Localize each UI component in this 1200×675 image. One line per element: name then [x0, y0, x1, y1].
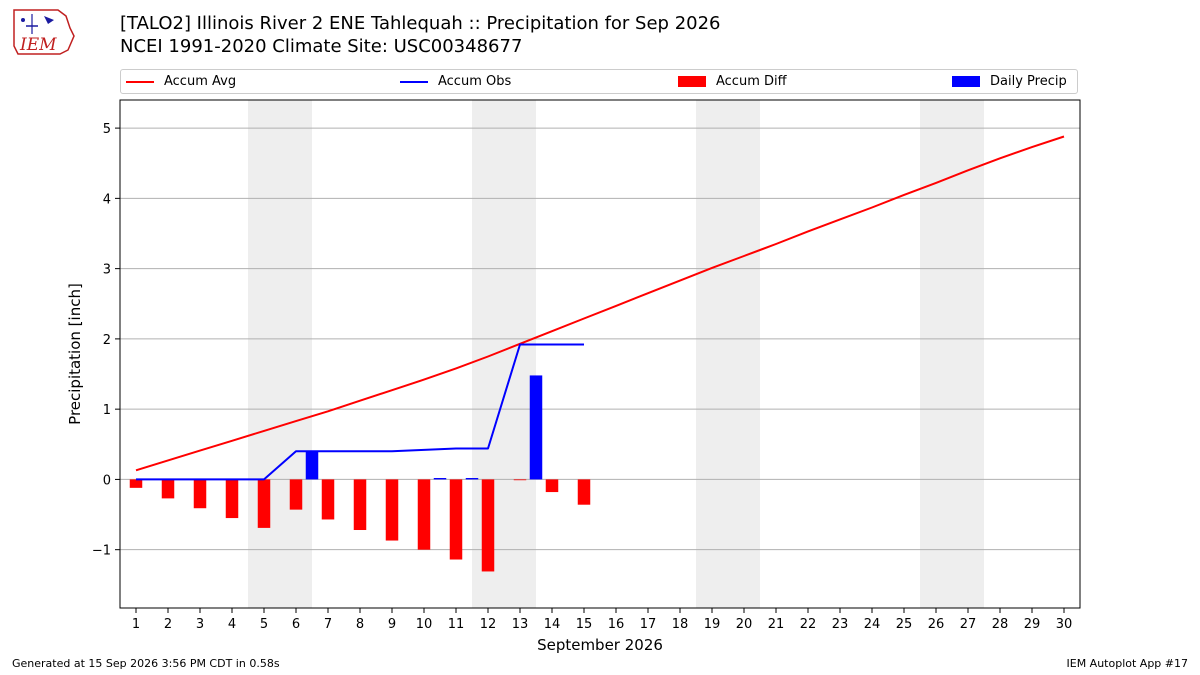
x-tick-label: 10: [416, 617, 433, 632]
accum-diff-bar: [545, 479, 559, 493]
x-tick-label: 16: [608, 617, 625, 632]
x-tick-label: 11: [448, 617, 465, 632]
x-tick-label: 21: [768, 617, 785, 632]
x-tick-label: 24: [864, 617, 881, 632]
accum-obs-line: [136, 343, 584, 481]
weekend-band-1: [248, 100, 312, 608]
accum-diff-bar: [321, 479, 335, 520]
x-tick-label: 30: [1056, 617, 1073, 632]
x-tick-label: 23: [832, 617, 849, 632]
y-tick-label: 1: [103, 403, 111, 418]
accum-diff-bar: [129, 479, 143, 488]
accum-diff-bar: [417, 479, 431, 550]
x-tick-label: 3: [196, 617, 204, 632]
accum-diff-bar: [385, 479, 399, 541]
x-tick-label: 18: [672, 617, 689, 632]
title-line-1: [TALO2] Illinois River 2 ENE Tahlequah :…: [120, 13, 721, 34]
daily-precip-bar: [529, 375, 543, 480]
legend-daily-precip: Daily Precip: [952, 73, 1067, 91]
accum-diff-bar: [193, 479, 207, 509]
legend-avg-swatch: [126, 80, 154, 83]
x-tick-label: 28: [992, 617, 1009, 632]
x-tick-label: 6: [292, 617, 300, 632]
y-tick-label: 2: [103, 333, 111, 348]
x-tick-label: 29: [1024, 617, 1041, 632]
y-tick-label: 5: [103, 122, 111, 137]
x-tick-label: 4: [228, 617, 236, 632]
x-axis-label: September 2026: [537, 636, 663, 654]
legend-daily-label: Daily Precip: [990, 74, 1067, 89]
legend-accum-avg: Accum Avg: [126, 73, 236, 91]
daily-precip-bar: [433, 478, 447, 480]
weekend-band-3: [696, 100, 760, 608]
x-tick-label: 25: [896, 617, 913, 632]
footer-app: IEM Autoplot App #17: [1066, 657, 1189, 670]
accum-diff-bar: [353, 479, 367, 531]
legend-diff-label: Accum Diff: [716, 74, 787, 89]
accum-diff-bar: [577, 479, 591, 505]
x-tick-label: 20: [736, 617, 753, 632]
logo-text: IEM: [19, 35, 57, 55]
y-tick-label: 3: [103, 263, 111, 278]
x-tick-label: 1: [132, 617, 140, 632]
x-tick-label: 19: [704, 617, 721, 632]
x-tick-label: 17: [640, 617, 657, 632]
daily-precip-bar: [465, 478, 479, 480]
x-tick-label: 9: [388, 617, 396, 632]
x-tick-label: 15: [576, 617, 593, 632]
legend-diff-swatch: [678, 76, 706, 87]
legend-avg-label: Accum Avg: [164, 74, 237, 89]
y-tick-label: 0: [103, 473, 111, 488]
x-tick-label: 8: [356, 617, 364, 632]
x-tick-label: 13: [512, 617, 529, 632]
legend-obs-swatch: [400, 80, 428, 83]
x-tick-label: 22: [800, 617, 817, 632]
accum-diff-bar: [257, 479, 271, 528]
accum-avg-line: [135, 135, 1065, 472]
x-tick-label: 5: [260, 617, 268, 632]
accum-diff-bar: [449, 479, 463, 560]
x-tick-label: 14: [544, 617, 561, 632]
x-tick-label: 7: [324, 617, 332, 632]
x-tick-label: 26: [928, 617, 945, 632]
accum-diff-bar: [289, 479, 303, 510]
x-tick-label: 12: [480, 617, 497, 632]
weekend-band-2: [472, 100, 536, 608]
legend-accum-diff: Accum Diff: [678, 73, 787, 91]
legend: Accum Avg Accum Obs Accum Diff Daily Pre…: [120, 69, 1078, 94]
accum-diff-bar: [225, 479, 239, 519]
y-tick-label: −1: [92, 544, 111, 559]
legend-accum-obs: Accum Obs: [400, 73, 511, 91]
y-axis-label: Precipitation [inch]: [66, 283, 84, 425]
accum-diff-bar: [481, 479, 495, 572]
accum-diff-bar: [513, 479, 527, 481]
chart-title: [TALO2] Illinois River 2 ENE Tahlequah :…: [120, 12, 721, 58]
accum-diff-bar: [161, 479, 175, 499]
iem-logo: IEM: [13, 9, 75, 55]
daily-precip-bar: [305, 451, 319, 480]
legend-daily-swatch: [952, 76, 980, 87]
plot-frame: [119, 99, 1081, 609]
x-tick-label: 27: [960, 617, 977, 632]
x-tick-label: 2: [164, 617, 172, 632]
title-line-2: NCEI 1991-2020 Climate Site: USC00348677: [120, 36, 523, 57]
y-tick-label: 4: [103, 192, 111, 207]
legend-obs-label: Accum Obs: [438, 74, 512, 89]
footer-generated: Generated at 15 Sep 2026 3:56 PM CDT in …: [12, 657, 280, 670]
